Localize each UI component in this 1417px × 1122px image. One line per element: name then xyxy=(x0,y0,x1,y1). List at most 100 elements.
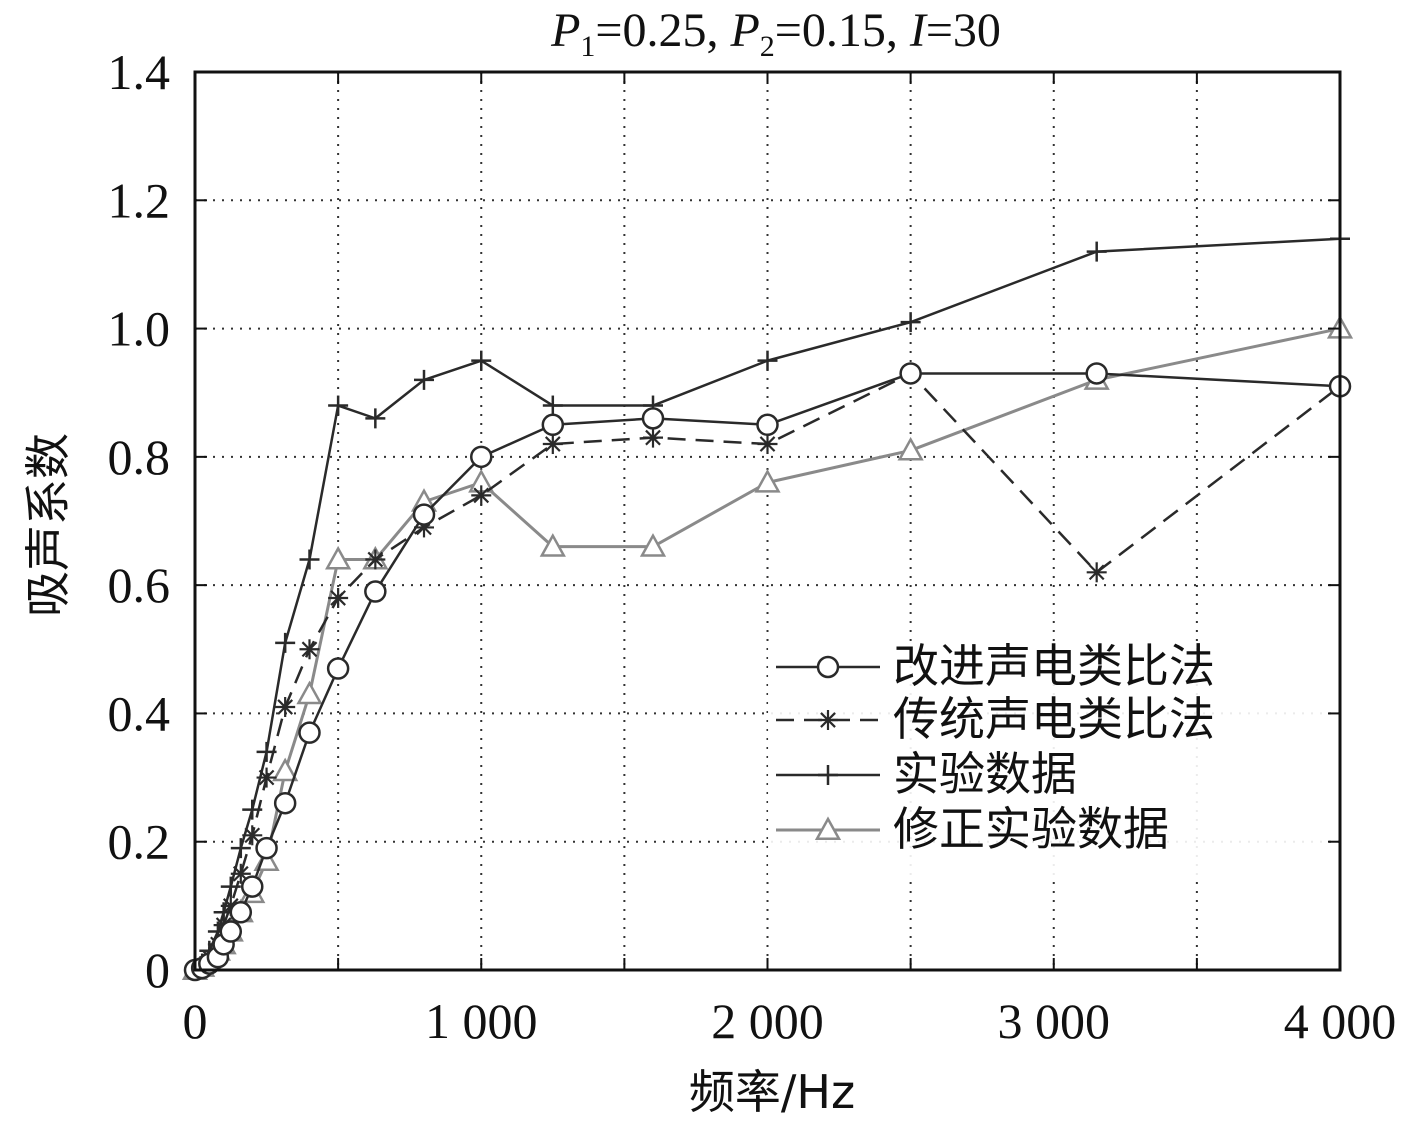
x-tick-label: 1 000 xyxy=(425,993,538,1049)
circle-marker xyxy=(541,413,565,437)
data-point xyxy=(542,434,563,455)
series-1 xyxy=(183,362,1352,982)
triangle-marker xyxy=(639,533,667,557)
circle-marker xyxy=(412,503,436,526)
data-point xyxy=(643,427,663,448)
data-point xyxy=(897,436,924,461)
circle-marker xyxy=(241,875,264,898)
data-point xyxy=(255,836,278,860)
data-point xyxy=(1086,562,1107,583)
data-point xyxy=(818,765,838,785)
data-point xyxy=(471,485,492,506)
data-point xyxy=(899,362,922,385)
triangle-marker xyxy=(814,816,842,841)
y-tick-label: 1.4 xyxy=(108,44,171,100)
asterisk-marker-stroke xyxy=(222,898,239,914)
circle-marker xyxy=(364,580,387,603)
asterisk-marker-stroke xyxy=(1088,564,1105,581)
legend-label: 改进声电类比法 xyxy=(893,639,1215,693)
circle-marker xyxy=(298,721,321,744)
data-point xyxy=(757,434,778,455)
data-point xyxy=(229,901,253,924)
circle-marker xyxy=(816,655,840,679)
data-point xyxy=(219,920,243,943)
asterisk-marker-stroke xyxy=(232,865,249,882)
data-point xyxy=(298,721,321,744)
data-point xyxy=(299,549,320,570)
data-point xyxy=(816,655,840,679)
circle-marker xyxy=(229,901,253,924)
data-point xyxy=(328,587,349,608)
data-point xyxy=(471,350,492,371)
data-point xyxy=(242,825,263,846)
circle-marker xyxy=(756,413,779,437)
triangle-marker xyxy=(539,533,566,557)
circle-marker xyxy=(255,836,278,860)
data-point xyxy=(1085,362,1108,385)
asterisk-marker-stroke xyxy=(244,827,261,844)
data-point xyxy=(539,533,566,557)
y-tick-label: 1.0 xyxy=(108,301,171,357)
asterisk-marker-stroke xyxy=(367,551,384,568)
triangle-marker xyxy=(754,468,781,493)
asterisk-marker-stroke xyxy=(645,429,661,446)
y-tick-label: 0.2 xyxy=(108,814,171,870)
y-axis-label: 吸声系数 xyxy=(21,433,75,617)
data-point xyxy=(364,580,387,603)
y-tick-label: 0.8 xyxy=(108,429,171,485)
asterisk-marker-stroke xyxy=(544,436,561,452)
data-point xyxy=(541,413,565,437)
data-point xyxy=(818,710,838,730)
data-point xyxy=(230,838,251,859)
x-tick-label: 3 000 xyxy=(998,993,1111,1049)
data-point xyxy=(365,408,386,429)
asterisk-marker-stroke xyxy=(759,436,776,452)
data-point xyxy=(641,407,665,430)
data-point xyxy=(273,791,297,815)
legend-background xyxy=(768,645,1323,875)
data-point xyxy=(412,503,436,526)
x-tick-label: 4 000 xyxy=(1284,993,1397,1049)
legend-item: 实验数据 xyxy=(776,747,1077,801)
data-point xyxy=(325,545,352,570)
data-point xyxy=(900,312,921,333)
legend-item: 修正实验数据 xyxy=(776,802,1169,856)
legend-label: 传统声电类比法 xyxy=(893,692,1215,746)
data-point xyxy=(757,350,778,371)
data-point xyxy=(241,875,264,898)
triangle-marker xyxy=(325,545,352,570)
circle-marker xyxy=(273,791,297,815)
legend-item: 改进声电类比法 xyxy=(776,639,1215,693)
legend-label: 修正实验数据 xyxy=(893,802,1169,856)
y-tick-label: 0 xyxy=(145,942,170,998)
triangle-marker xyxy=(272,757,299,782)
y-tick-label: 1.2 xyxy=(108,172,171,228)
triangle-marker xyxy=(897,436,924,461)
data-point xyxy=(542,395,563,416)
data-point xyxy=(639,533,667,557)
data-point xyxy=(275,632,296,653)
axis-ticks: 0 1 000 2 000 3 000 4 000 0 0.2 0.4 0.6 0.8 1.0 1.2… xyxy=(108,44,1397,1049)
legend-label: 实验数据 xyxy=(893,747,1077,801)
asterisk-marker-stroke xyxy=(301,641,318,658)
data-point xyxy=(1086,241,1107,262)
chart-title: P1=0.25, P2=0.15, I=30 xyxy=(550,4,1001,63)
y-tick-label: 0.4 xyxy=(108,685,171,741)
data-point xyxy=(814,816,842,841)
circle-marker xyxy=(641,407,665,430)
data-point xyxy=(365,549,386,570)
y-tick-label: 0.6 xyxy=(108,557,171,613)
legend-item: 传统声电类比法 xyxy=(776,692,1215,746)
asterisk-marker-stroke xyxy=(820,712,836,728)
x-axis-label: 频率/Hz xyxy=(689,1065,855,1119)
asterisk-marker-stroke xyxy=(277,699,294,715)
asterisk-marker-stroke xyxy=(258,769,275,786)
data-point xyxy=(230,863,251,884)
circle-marker xyxy=(1085,362,1108,385)
circle-marker xyxy=(470,445,493,469)
data-point xyxy=(296,680,323,705)
x-tick-label: 0 xyxy=(183,993,208,1049)
triangle-marker xyxy=(296,680,323,705)
x-tick-label: 2 000 xyxy=(711,993,824,1049)
